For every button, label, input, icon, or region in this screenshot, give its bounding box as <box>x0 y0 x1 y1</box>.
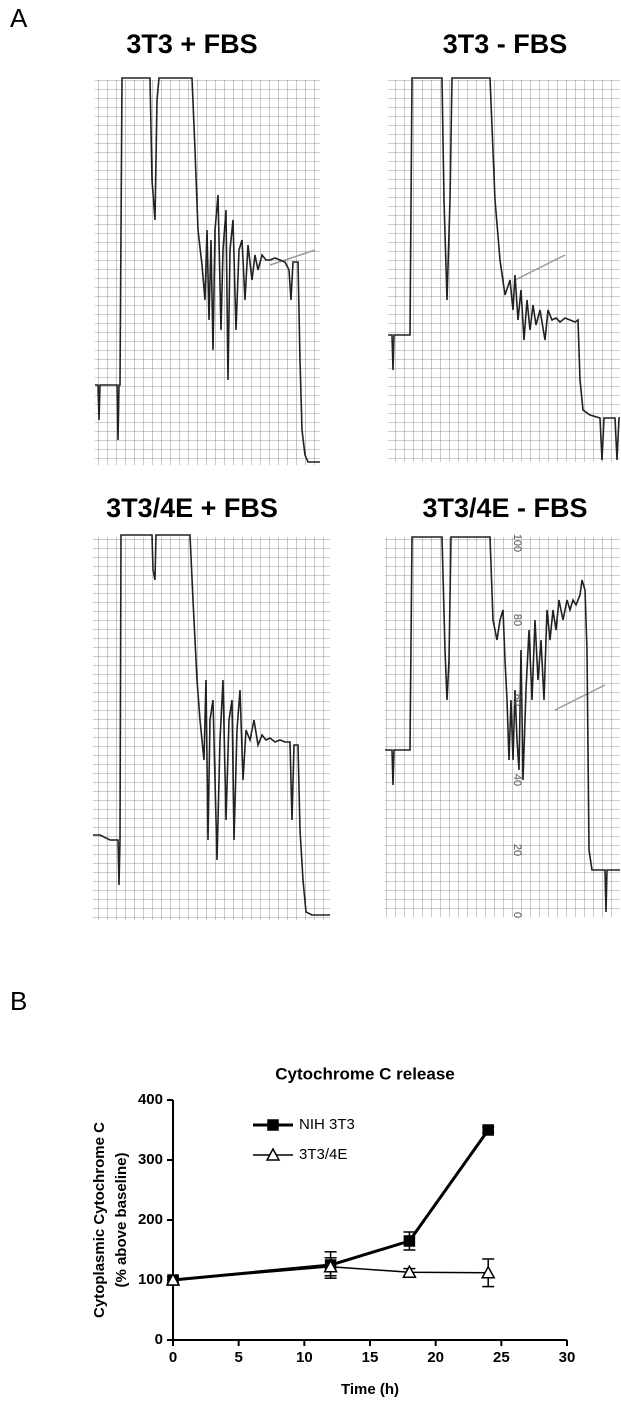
panel-label: B <box>10 986 27 1016</box>
panel-title: 3T3 + FBS <box>126 29 257 59</box>
scale-label: 0 <box>511 912 523 918</box>
x-tick-label: 15 <box>362 1349 379 1366</box>
y-tick-label: 400 <box>138 1091 163 1108</box>
scale-label: 80 <box>511 614 523 626</box>
marker <box>404 1236 414 1246</box>
x-tick-label: 5 <box>234 1349 242 1366</box>
chart-title: Cytochrome C release <box>275 1064 455 1083</box>
legend-label: 3T3/4E <box>299 1146 347 1163</box>
y-axis-label: (% above baseline) <box>113 1152 130 1287</box>
figure: A B 3T3 + FBS 3T3 - FBS 3T3/4E + FBS 3T3… <box>0 0 621 1403</box>
x-tick-label: 30 <box>559 1349 576 1366</box>
recorder-trace-1 <box>95 78 320 465</box>
legend-marker <box>268 1120 278 1130</box>
panel-label: A <box>10 3 28 33</box>
x-axis-label: Time (h) <box>341 1381 399 1398</box>
panel-title: 3T3/4E + FBS <box>106 493 278 523</box>
x-tick-label: 25 <box>493 1349 510 1366</box>
scale-label: 100 <box>511 534 523 552</box>
scale-label: 20 <box>511 844 523 856</box>
marker <box>483 1125 493 1135</box>
recorder-trace-4 <box>385 537 620 917</box>
y-tick-label: 200 <box>138 1211 163 1228</box>
legend-label: NIH 3T3 <box>299 1116 355 1133</box>
x-tick-label: 10 <box>296 1349 313 1366</box>
x-tick-label: 20 <box>427 1349 444 1366</box>
x-tick-label: 0 <box>169 1349 177 1366</box>
y-tick-label: 100 <box>138 1271 163 1288</box>
y-tick-label: 0 <box>155 1331 163 1348</box>
recorder-trace-3 <box>93 535 330 920</box>
recorder-trace-2 <box>388 78 620 462</box>
panel-title: 3T3 - FBS <box>443 29 568 59</box>
panel-title: 3T3/4E - FBS <box>422 493 587 523</box>
y-axis-label: Cytoplasmic Cytochrome C <box>91 1122 108 1318</box>
y-tick-label: 300 <box>138 1151 163 1168</box>
scale-label: 40 <box>511 774 523 786</box>
scale-label: 60 <box>511 694 523 706</box>
